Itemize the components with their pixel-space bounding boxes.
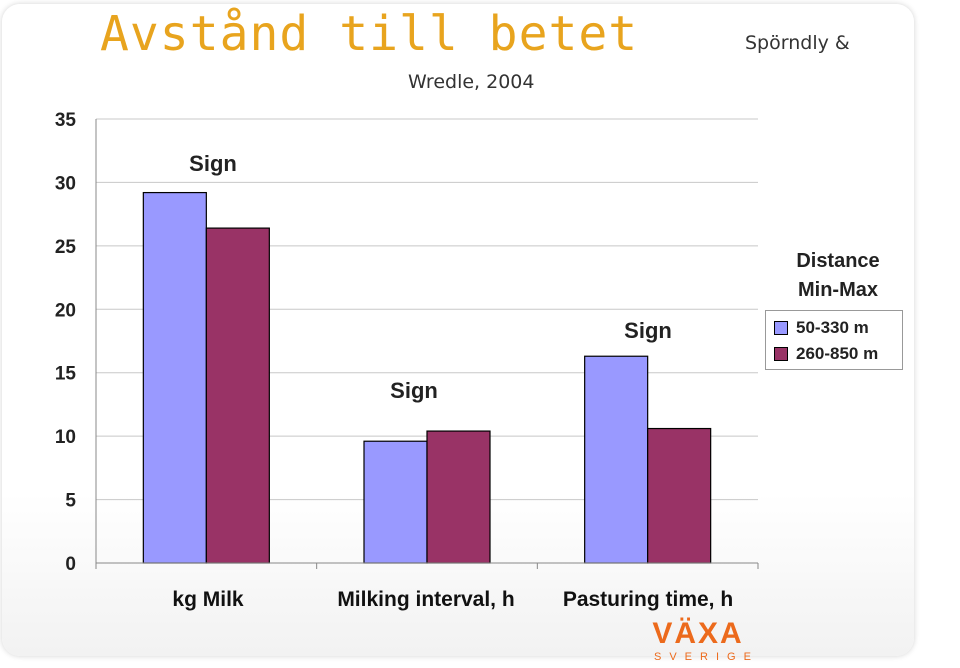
axes [95, 119, 759, 569]
bar-2-1 [205, 227, 270, 564]
y-tick-label: 15 [55, 364, 77, 385]
x-category-label: kg Milk [172, 588, 244, 611]
labels: 0 5 10 15 20 25 30 35 kg Milk Milking interval, h… [55, 110, 733, 611]
legend-title-line2: Min-Max [798, 279, 878, 301]
legend-title: Distance Min-Max [760, 247, 916, 305]
logo-wordmark: VÄXA [652, 617, 744, 650]
y-tick-label: 10 [55, 427, 76, 448]
bar-1-3 [584, 355, 649, 564]
legend-label-series-2: 260-850 m [796, 344, 879, 363]
y-tick-label: 0 [65, 554, 76, 575]
bar-2-3 [647, 427, 712, 564]
legend-label-series-1: 50-330 m [796, 318, 869, 337]
y-tick-label: 30 [55, 173, 76, 194]
source-citation-line2: Wredle, 2004 [408, 71, 535, 93]
bar-1-2 [363, 440, 428, 564]
vaxa-logo: VÄXA SVERIGE [648, 617, 759, 664]
legend-swatch-series-2 [774, 347, 788, 361]
x-category-label: Pasturing time, h [563, 588, 733, 611]
legend: 50-330 m 260-850 m [765, 310, 903, 370]
legend-swatch-series-1 [774, 321, 788, 335]
sign-annotation: Sign [390, 378, 438, 403]
slide-title: Avstånd till betet [100, 6, 639, 62]
source-citation-line1: Spörndly & [745, 32, 850, 54]
sign-annotation: Sign [624, 318, 672, 343]
sign-annotation: Sign [189, 151, 237, 176]
bar-2-2 [426, 430, 491, 564]
legend-item-series-2: 260-850 m [774, 344, 878, 364]
y-tick-label: 20 [55, 300, 76, 321]
y-tick-label: 35 [55, 110, 77, 131]
bars [142, 191, 712, 564]
x-category-label: Milking interval, h [337, 588, 514, 611]
bar-1-1 [142, 191, 207, 564]
logo-subtitle: SVERIGE [654, 651, 759, 663]
y-tick-label: 5 [65, 491, 76, 512]
y-tick-label: 25 [55, 237, 77, 258]
legend-item-series-1: 50-330 m [774, 318, 869, 338]
legend-title-line1: Distance [796, 250, 880, 272]
